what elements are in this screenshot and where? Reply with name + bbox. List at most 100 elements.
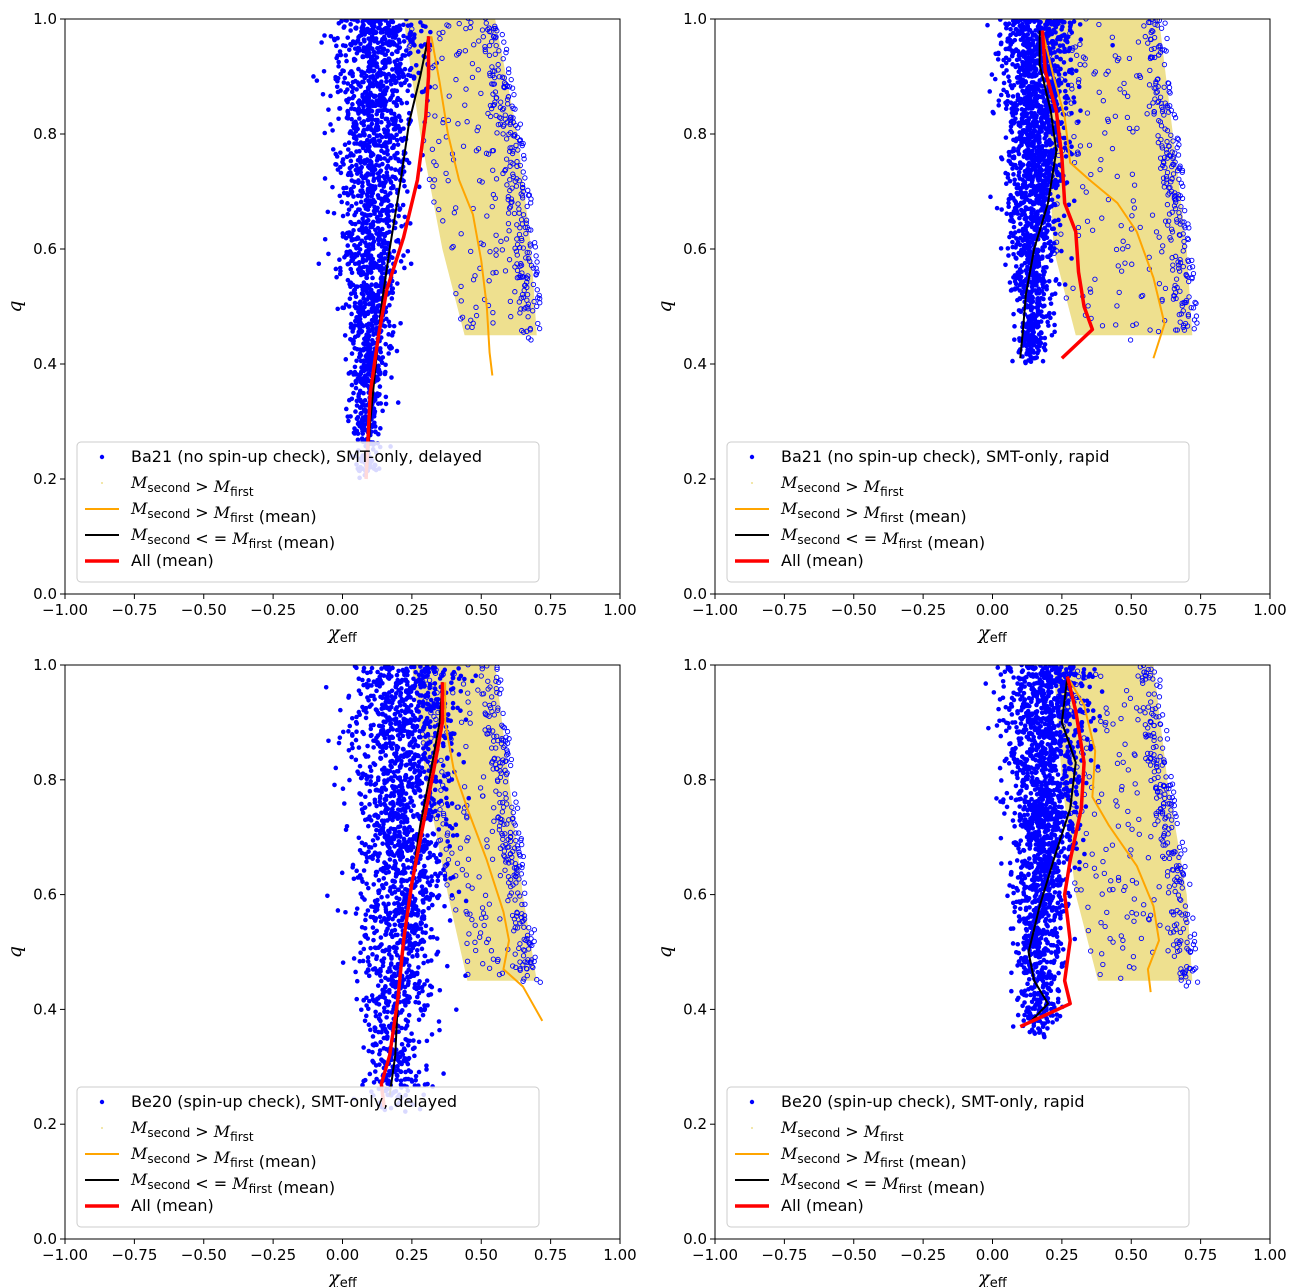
data-point [1180, 183, 1186, 189]
data-point [363, 235, 369, 241]
data-point [362, 161, 368, 166]
data-point [354, 996, 360, 1002]
data-point [364, 781, 370, 786]
data-point [1070, 285, 1076, 291]
data-point [508, 77, 514, 83]
data-point [1007, 46, 1012, 52]
data-point [1060, 24, 1065, 30]
data-point [371, 176, 377, 181]
data-point [495, 67, 501, 73]
data-point [516, 210, 522, 216]
data-point [496, 74, 502, 80]
data-point [366, 349, 371, 355]
data-point [360, 216, 365, 222]
data-point [503, 752, 510, 758]
data-point [385, 108, 390, 114]
data-point [375, 236, 381, 242]
data-point [363, 408, 368, 413]
data-point [520, 195, 526, 201]
data-point [1041, 91, 1046, 96]
data-point [431, 199, 437, 205]
data-point [518, 217, 525, 223]
data-point [347, 130, 353, 136]
data-point [347, 165, 353, 171]
data-point [463, 86, 469, 92]
data-point [1172, 159, 1178, 165]
data-point [505, 94, 512, 100]
data-point [531, 938, 537, 945]
data-point [1166, 143, 1172, 149]
data-point [1041, 345, 1047, 350]
data-point [441, 812, 447, 819]
data-point [365, 164, 371, 170]
data-point [1041, 272, 1046, 278]
data-point [1015, 49, 1021, 54]
data-point [465, 690, 471, 696]
data-point [1169, 175, 1175, 182]
data-point [1012, 324, 1017, 329]
data-point [389, 333, 395, 338]
data-point [493, 112, 499, 119]
data-point [1035, 133, 1040, 139]
data-point [496, 691, 503, 697]
data-point [359, 69, 364, 75]
data-point [349, 116, 354, 122]
data-point [341, 80, 347, 85]
data-point [321, 69, 327, 74]
data-point [1190, 305, 1197, 311]
data-point [1012, 337, 1017, 342]
data-point [374, 63, 379, 68]
data-point [1168, 179, 1174, 185]
data-point [1001, 71, 1007, 76]
data-point [1019, 263, 1025, 268]
data-point [1024, 141, 1030, 147]
data-point [1118, 268, 1125, 274]
data-point [1162, 285, 1169, 292]
data-point [1006, 253, 1011, 258]
data-point [513, 799, 519, 805]
x-axis-label: χeff [976, 622, 1008, 646]
data-point [357, 247, 363, 252]
data-point [402, 265, 407, 271]
data-point [1012, 37, 1018, 43]
data-point [1191, 326, 1197, 332]
data-point [353, 236, 359, 242]
data-point [514, 867, 520, 873]
data-point [390, 93, 395, 98]
data-point [1012, 181, 1018, 187]
data-point [517, 244, 523, 251]
data-point [1047, 168, 1052, 173]
data-point [491, 805, 497, 811]
data-point [1051, 240, 1057, 246]
data-point [1071, 99, 1077, 105]
data-point [367, 133, 372, 139]
data-point [360, 323, 366, 329]
data-point [503, 136, 510, 142]
data-point [1042, 265, 1048, 270]
data-point [407, 33, 413, 38]
data-point [344, 58, 349, 64]
data-point [352, 179, 357, 185]
data-point [347, 296, 353, 301]
data-point [345, 243, 351, 248]
data-point [1033, 137, 1039, 142]
data-point [1017, 277, 1023, 282]
data-point [391, 126, 397, 132]
data-point [346, 207, 352, 212]
data-point [1010, 94, 1016, 99]
data-point [351, 288, 357, 293]
data-point [371, 239, 377, 244]
data-point [465, 835, 471, 841]
data-point [423, 24, 428, 29]
data-point [351, 184, 357, 190]
data-point [378, 426, 383, 431]
data-point [338, 170, 344, 176]
data-point [433, 716, 439, 723]
data-point [1129, 213, 1135, 219]
data-point [379, 71, 385, 76]
data-point [382, 189, 388, 195]
data-point [466, 931, 472, 937]
data-point [426, 176, 433, 183]
data-point [1175, 136, 1181, 143]
data-point [1069, 256, 1074, 261]
